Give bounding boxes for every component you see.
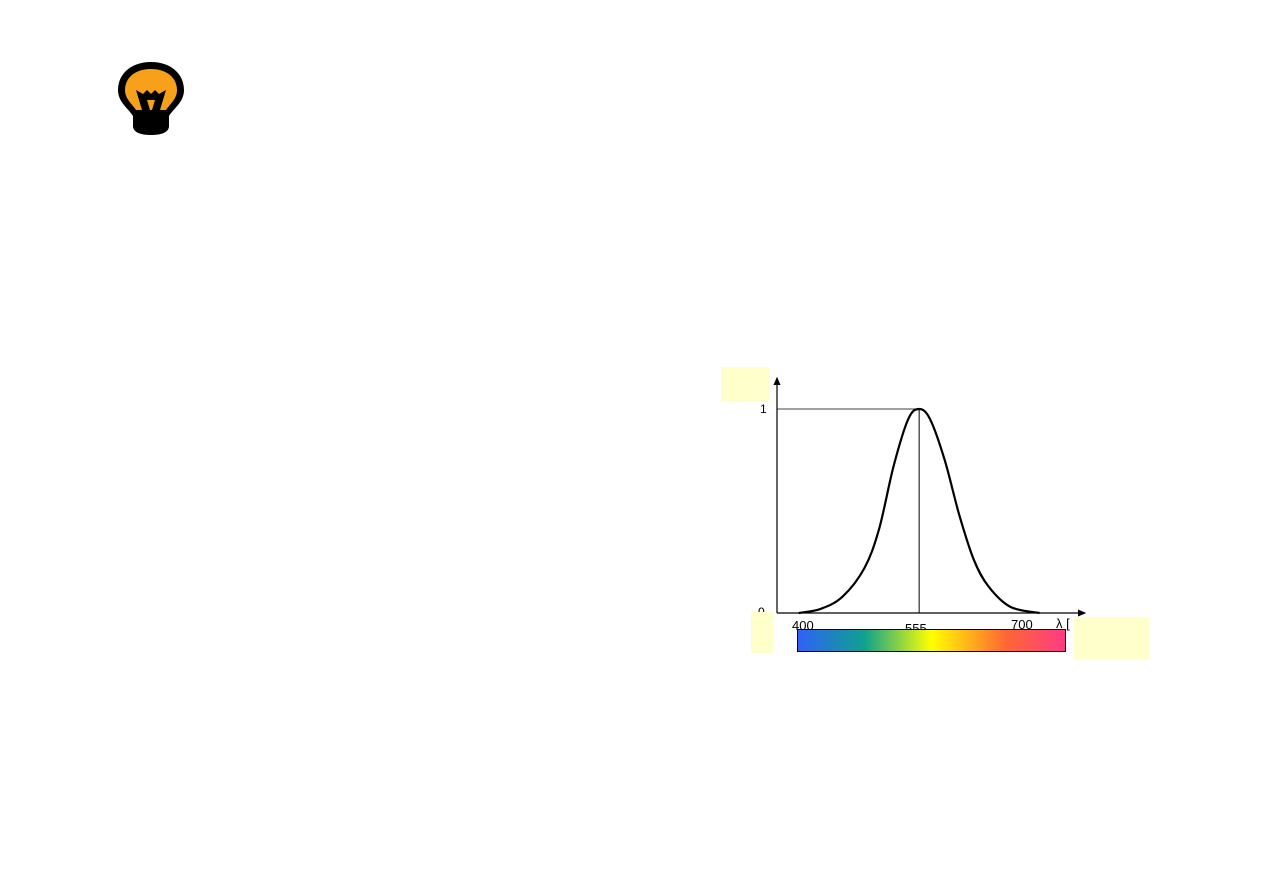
note-box-origin	[751, 612, 773, 653]
note-box-ylabel	[721, 367, 769, 402]
sensitivity-curve	[798, 407, 1040, 615]
y-tick-1: 1	[760, 402, 767, 416]
x-tick-700: 700	[1011, 617, 1033, 632]
lightbulb-icon	[118, 62, 184, 135]
note-box-xlabel	[1074, 617, 1149, 660]
visible-spectrum-bar	[797, 629, 1066, 652]
x-axis-label: λ [	[1056, 616, 1070, 631]
